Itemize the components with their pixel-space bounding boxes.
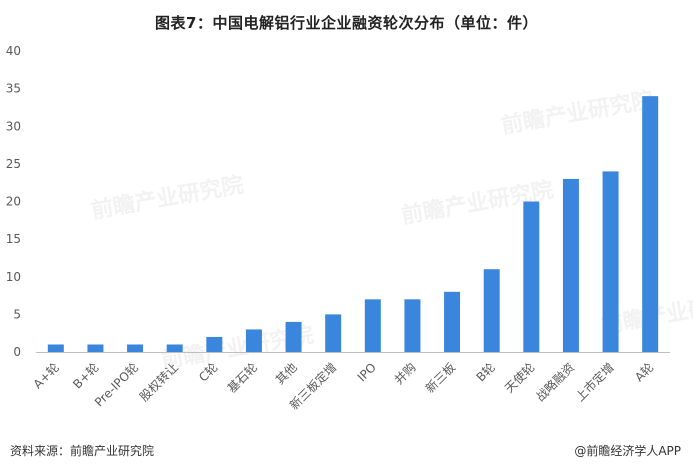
credit-note: @前瞻经济学人APP — [574, 444, 681, 458]
bar — [206, 336, 223, 352]
y-tick-label: 25 — [6, 157, 21, 171]
chart-title: 图表7：中国电解铝行业企业融资轮次分布（单位：件） — [155, 14, 538, 32]
x-tick-label: 战略融资 — [533, 360, 578, 405]
x-tick-label: 上市定增 — [572, 360, 617, 405]
y-tick-label: 5 — [13, 307, 21, 321]
y-tick-label: 35 — [6, 82, 21, 96]
x-tick-label: 天使轮 — [501, 360, 537, 396]
bar — [166, 344, 183, 352]
bar — [523, 201, 540, 352]
bar — [325, 314, 342, 352]
x-tick-label: 并购 — [391, 360, 419, 388]
bar — [87, 344, 104, 352]
x-tick-label: IPO — [355, 360, 379, 384]
bars — [47, 96, 659, 353]
bar — [47, 344, 64, 352]
x-tick-label: 股权转让 — [136, 360, 181, 405]
bar — [364, 299, 381, 352]
x-tick-label: Pre-IPO轮 — [92, 360, 141, 409]
y-tick-label: 20 — [6, 195, 21, 209]
bar — [483, 269, 500, 352]
bar — [404, 299, 421, 352]
y-tick-label: 15 — [6, 232, 21, 246]
y-tick-label: 10 — [6, 270, 21, 284]
bar — [602, 171, 619, 352]
source-note: 资料来源：前瞻产业研究院 — [10, 444, 155, 458]
x-tick-label: 新三板 — [422, 360, 458, 396]
footer: 资料来源：前瞻产业研究院 @前瞻经济学人APP — [0, 432, 693, 470]
y-tick-label: 0 — [13, 345, 21, 359]
y-axis-ticks: 0 5 10 15 20 25 30 35 40 — [6, 44, 21, 359]
x-tick-label: B+轮 — [70, 360, 101, 391]
x-tick-label: C轮 — [196, 360, 220, 384]
x-tick-label: 基石轮 — [225, 360, 260, 395]
y-tick-label: 30 — [6, 119, 21, 133]
bar — [285, 321, 302, 352]
y-tick-label: 40 — [6, 44, 21, 58]
x-tick-label: A轮 — [632, 360, 656, 384]
bar — [127, 344, 144, 352]
bar — [444, 291, 461, 352]
bar — [562, 178, 579, 352]
x-tick-label: A+轮 — [31, 360, 62, 391]
bar — [245, 329, 262, 352]
bar — [642, 96, 659, 353]
x-tick-label: 其他 — [273, 360, 300, 387]
x-tick-label: B轮 — [474, 360, 498, 384]
